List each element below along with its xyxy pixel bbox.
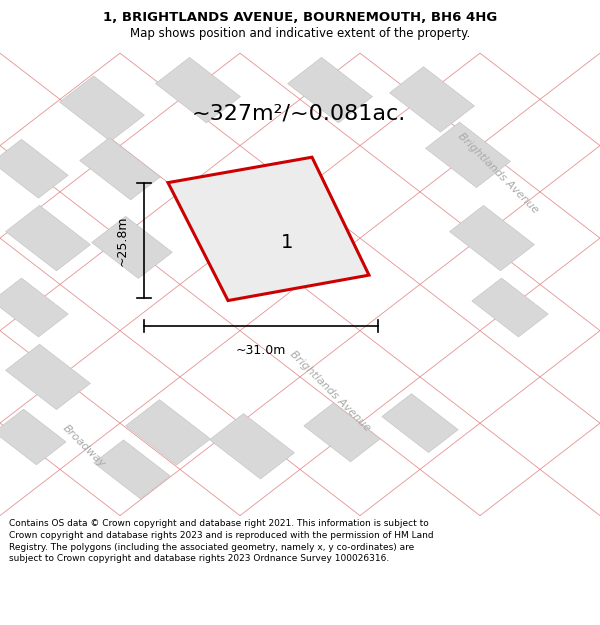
Polygon shape [449, 206, 535, 271]
Text: ~31.0m: ~31.0m [236, 344, 286, 357]
Polygon shape [304, 403, 380, 462]
Text: Brightlands Avenue: Brightlands Avenue [288, 349, 372, 433]
Polygon shape [0, 409, 66, 465]
Polygon shape [59, 76, 145, 141]
Polygon shape [80, 138, 160, 200]
Polygon shape [5, 206, 91, 271]
Polygon shape [382, 394, 458, 452]
Polygon shape [472, 278, 548, 337]
Polygon shape [92, 216, 172, 279]
Polygon shape [0, 278, 68, 337]
Text: 1, BRIGHTLANDS AVENUE, BOURNEMOUTH, BH6 4HG: 1, BRIGHTLANDS AVENUE, BOURNEMOUTH, BH6 … [103, 11, 497, 24]
Text: 1: 1 [281, 233, 293, 253]
Polygon shape [287, 58, 373, 123]
Text: Brightlands Avenue: Brightlands Avenue [456, 131, 540, 216]
Polygon shape [94, 440, 170, 499]
Polygon shape [209, 414, 295, 479]
Polygon shape [125, 399, 211, 465]
Polygon shape [168, 157, 369, 301]
Text: ~25.8m: ~25.8m [116, 215, 129, 266]
Polygon shape [5, 344, 91, 409]
Polygon shape [389, 67, 475, 132]
Text: Contains OS data © Crown copyright and database right 2021. This information is : Contains OS data © Crown copyright and d… [9, 519, 434, 563]
Polygon shape [155, 58, 241, 123]
Text: ~327m²/~0.081ac.: ~327m²/~0.081ac. [192, 103, 406, 123]
Text: Map shows position and indicative extent of the property.: Map shows position and indicative extent… [130, 27, 470, 40]
Text: Broadway: Broadway [61, 423, 107, 469]
Polygon shape [0, 139, 68, 198]
Polygon shape [425, 122, 511, 188]
